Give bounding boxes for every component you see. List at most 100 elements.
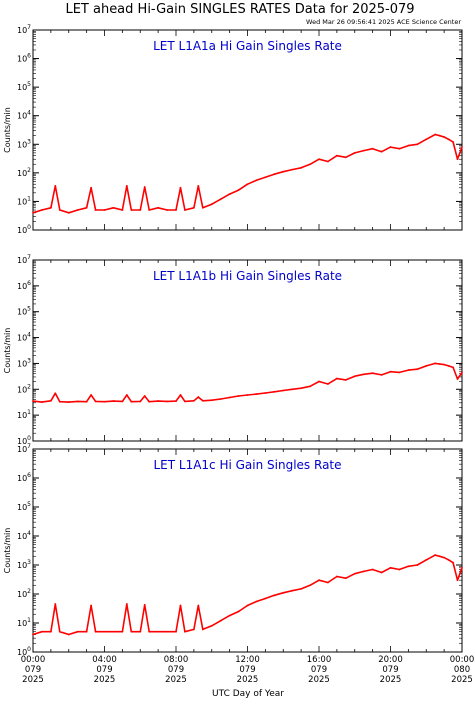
data-point — [255, 393, 258, 396]
data-point — [166, 400, 168, 403]
data-point — [291, 589, 294, 592]
data-point — [273, 173, 276, 176]
series-line — [32, 133, 463, 214]
data-point — [49, 399, 52, 402]
data-point — [112, 206, 115, 209]
x-tick-year: 2025 — [94, 675, 116, 685]
data-point — [148, 209, 151, 211]
y-tick-label: 107 — [17, 254, 31, 265]
data-point — [264, 392, 267, 394]
data-point — [197, 184, 200, 187]
panels-group: 100 101 102 103 104 105 106 107 Counts/min LET L1… — [3, 24, 463, 657]
data-point — [461, 146, 463, 148]
data-point — [210, 399, 213, 402]
y-tick-label: 107 — [17, 24, 31, 35]
data-point — [54, 392, 57, 395]
data-point — [166, 630, 168, 633]
data-point — [112, 400, 115, 402]
data-point — [179, 394, 182, 396]
data-point — [58, 400, 61, 403]
x-tick-doy: 079 — [168, 665, 184, 675]
data-point — [416, 368, 419, 371]
x-tick-year: 2025 — [22, 675, 44, 685]
data-point — [192, 399, 195, 402]
series-line — [32, 554, 463, 636]
y-tick-label: 101 — [17, 617, 31, 628]
data-point — [143, 186, 146, 188]
data-point — [344, 577, 347, 580]
data-point — [434, 133, 437, 136]
data-point — [103, 400, 106, 403]
data-point — [237, 189, 240, 191]
data-point — [237, 610, 240, 613]
y-tick-label: 106 — [17, 53, 31, 64]
x-tick-doy: 079 — [96, 665, 112, 675]
panel-label: LET L1A1a Hi Gain Singles Rate — [153, 39, 342, 53]
data-point — [94, 630, 97, 633]
data-point — [264, 597, 267, 600]
data-point — [197, 604, 200, 607]
data-point — [443, 363, 446, 366]
timestamp-label: Wed Mar 26 09:56:41 2025 ACE Science Cen… — [306, 18, 461, 26]
data-point — [246, 183, 249, 186]
data-point — [130, 630, 133, 633]
data-point — [184, 400, 186, 403]
data-point — [148, 630, 151, 633]
data-point — [121, 400, 124, 403]
data-point — [443, 136, 446, 138]
data-point — [130, 209, 133, 211]
data-point — [210, 203, 213, 206]
data-point — [32, 400, 34, 402]
data-point — [157, 630, 160, 633]
data-point — [179, 186, 182, 189]
data-point — [157, 400, 160, 402]
data-point — [264, 176, 267, 179]
data-point — [143, 604, 146, 606]
data-point — [425, 138, 428, 141]
x-tick-year: 2025 — [237, 675, 259, 685]
data-point — [228, 396, 231, 399]
data-point — [282, 170, 285, 173]
data-point — [228, 614, 231, 617]
x-tick-doy: 079 — [311, 665, 327, 675]
data-point — [434, 362, 437, 365]
data-point — [318, 158, 320, 161]
data-point — [41, 630, 43, 633]
data-point — [456, 579, 459, 582]
data-point — [184, 209, 186, 211]
y-tick-label: 102 — [17, 588, 31, 599]
y-axis-label: Counts/min — [3, 107, 12, 153]
data-point — [49, 206, 52, 209]
data-point — [327, 160, 329, 163]
y-tick-label: 104 — [17, 332, 31, 343]
data-point — [219, 619, 222, 622]
y-tick-label: 107 — [17, 443, 31, 454]
data-point — [380, 150, 383, 153]
panel-label: LET L1A1b Hi Gain Singles Rate — [153, 269, 342, 283]
data-point — [300, 587, 303, 590]
data-point — [201, 628, 204, 631]
data-point — [407, 144, 410, 147]
y-tick-label: 104 — [17, 530, 31, 541]
x-tick-time: 00:00 — [450, 655, 475, 665]
data-point — [139, 630, 142, 633]
data-point — [32, 211, 34, 214]
data-point — [327, 383, 329, 385]
x-tick-doy: 079 — [239, 665, 255, 675]
data-point — [353, 572, 356, 575]
data-point — [461, 566, 463, 569]
data-point — [166, 209, 168, 211]
data-point — [121, 630, 124, 633]
data-point — [380, 374, 383, 376]
y-tick-label: 104 — [17, 110, 31, 121]
data-point — [32, 633, 34, 636]
data-point — [335, 154, 338, 157]
data-point — [318, 579, 320, 582]
data-point — [389, 566, 392, 569]
data-point — [76, 209, 79, 211]
data-point — [434, 554, 437, 556]
y-tick-label: 106 — [17, 280, 31, 291]
data-point — [85, 400, 88, 403]
data-point — [452, 561, 454, 564]
data-point — [389, 146, 392, 148]
